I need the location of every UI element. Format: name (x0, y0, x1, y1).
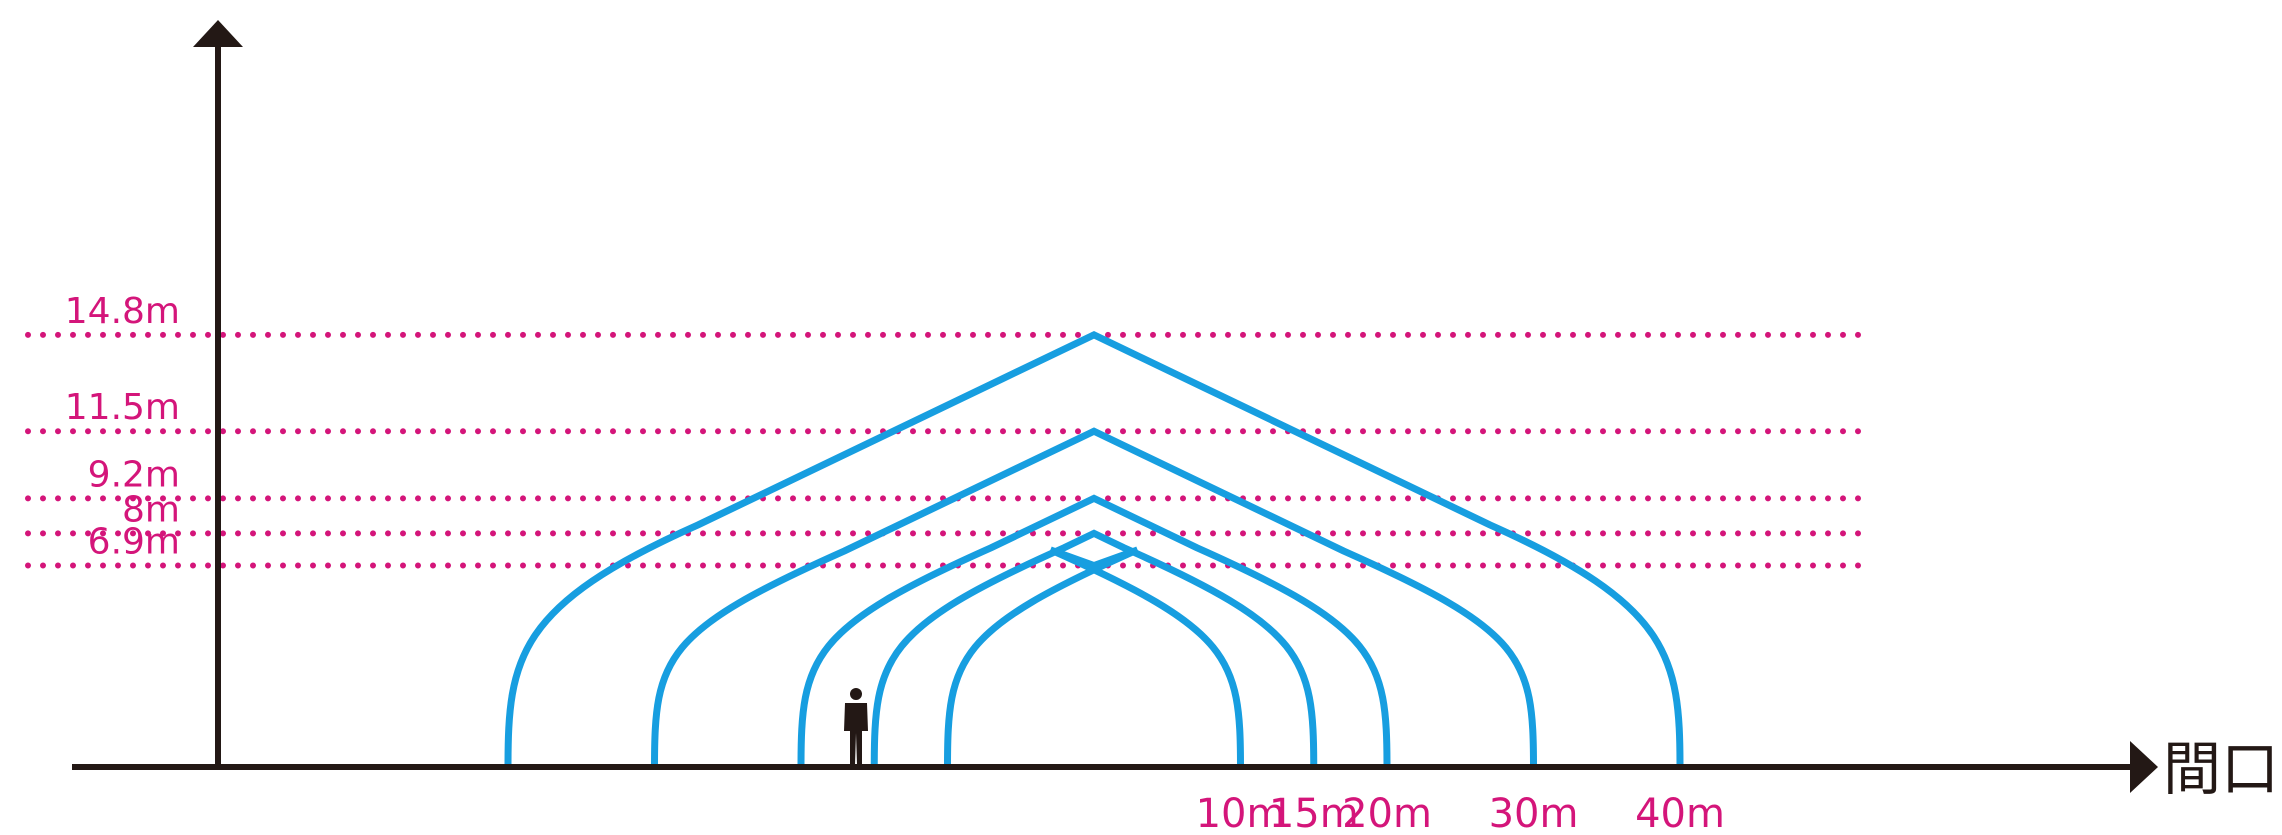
arch-profile-20m (797, 494, 1391, 768)
arch-profile-15m (870, 529, 1318, 768)
person-head (850, 688, 862, 700)
span-label: 10m (1196, 791, 1286, 835)
arch-profile-40m (504, 330, 1684, 768)
height-level-lines (25, 331, 1865, 569)
arch-profiles (504, 330, 1684, 768)
span-label: 40m (1635, 791, 1725, 835)
height-level-label: 9.2m (88, 454, 180, 495)
person-body (844, 703, 868, 765)
height-level-label: 8m (122, 489, 180, 530)
axes: 間口 (72, 20, 2279, 803)
height-level-label: 11.5m (65, 387, 180, 428)
span-label: 30m (1489, 791, 1579, 835)
span-label: 15m (1269, 791, 1359, 835)
arch-profile-10m (944, 546, 1244, 768)
arrow-up-icon (193, 20, 243, 47)
height-level-label: 6.9m (88, 522, 180, 563)
height-level-label: 14.8m (65, 291, 180, 332)
x-axis-title: 間口 (2163, 735, 2279, 803)
arrow-right-icon (2130, 741, 2158, 793)
person-silhouette-icon (844, 688, 868, 765)
span-label: 20m (1342, 791, 1432, 835)
arch-profile-30m (651, 427, 1537, 768)
